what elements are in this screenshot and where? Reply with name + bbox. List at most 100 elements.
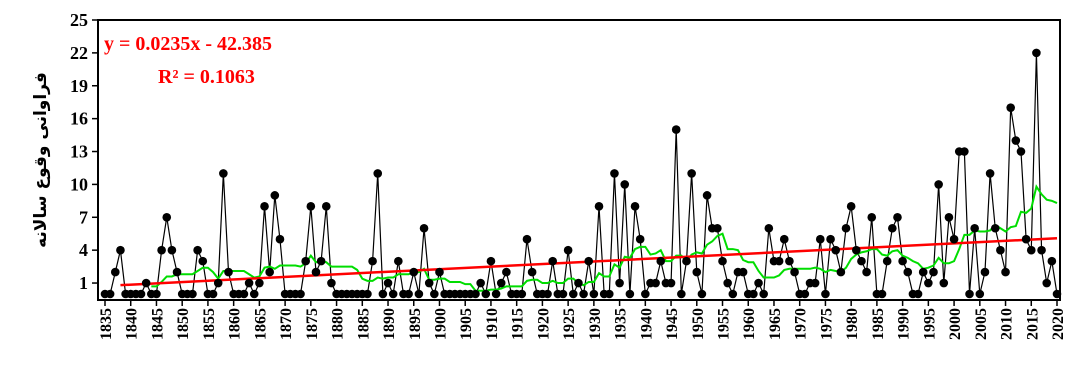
data-point: [939, 278, 949, 288]
data-point: [141, 278, 151, 288]
x-tick-label: 1880: [330, 308, 347, 340]
x-tick-label: 1840: [124, 308, 141, 340]
series-group: [100, 48, 1062, 299]
data-point: [275, 234, 285, 244]
data-point: [363, 289, 372, 299]
data-point: [193, 245, 202, 255]
x-tick-label: 1885: [355, 308, 372, 340]
data-point: [249, 289, 259, 299]
plot-area-frame: [97, 19, 1061, 301]
x-tick-label: 2005: [973, 308, 990, 340]
data-point: [394, 256, 403, 266]
y-tick-label: 16: [70, 109, 88, 129]
data-point: [697, 289, 707, 299]
x-tick-label: 1895: [407, 308, 424, 340]
data-point: [136, 289, 146, 299]
data-point: [862, 267, 871, 277]
x-tick-label: 1900: [432, 308, 449, 340]
data-point: [671, 125, 681, 134]
x-tick-label: 1920: [535, 308, 552, 340]
data-point: [924, 278, 933, 288]
data-point: [270, 191, 280, 200]
data-point: [152, 289, 161, 299]
data-point: [831, 245, 841, 255]
data-point: [414, 289, 424, 299]
data-point: [1037, 245, 1046, 255]
data-point: [265, 267, 274, 277]
data-point: [713, 223, 722, 233]
data-point: [162, 212, 172, 222]
x-tick-label: 1870: [278, 308, 295, 340]
x-tick-label: 1905: [458, 308, 475, 340]
data-point: [311, 267, 321, 277]
x-tick-label: 1995: [921, 308, 938, 340]
data-point: [934, 180, 943, 189]
data-point: [316, 256, 326, 266]
x-tick-label: 1955: [716, 308, 733, 340]
data-point: [594, 202, 604, 211]
data-point: [749, 289, 758, 299]
data-point: [321, 202, 331, 211]
data-point: [692, 267, 702, 277]
x-tick-label: 1890: [381, 308, 398, 340]
data-point: [306, 202, 316, 211]
data-point: [167, 245, 177, 255]
data-point: [105, 289, 115, 299]
data-point: [867, 212, 877, 222]
data-point: [574, 278, 583, 288]
data-point: [821, 289, 830, 299]
x-tick-label: 1950: [690, 308, 707, 340]
data-point: [702, 191, 712, 200]
data-point: [301, 256, 310, 266]
data-point: [213, 278, 223, 288]
x-tick-label: 1865: [252, 308, 269, 340]
x-tick-label: 1940: [638, 308, 655, 340]
data-point: [960, 147, 969, 156]
data-point: [1032, 48, 1041, 58]
x-tick-label: 1965: [767, 308, 784, 340]
r-squared-label: R² = 0.1063: [158, 66, 255, 88]
data-point: [985, 169, 995, 178]
data-point: [198, 256, 208, 266]
data-point: [430, 289, 439, 299]
data-point: [929, 267, 938, 277]
data-point: [188, 289, 197, 299]
data-point: [898, 256, 907, 266]
data-point: [975, 289, 985, 299]
data-point: [255, 278, 264, 288]
data-point: [1047, 256, 1057, 266]
data-point: [424, 278, 434, 288]
data-point: [800, 289, 810, 299]
data-point: [852, 245, 861, 255]
data-point: [517, 289, 527, 299]
data-point: [836, 267, 846, 277]
x-tick-label: 2010: [999, 308, 1016, 340]
data-point: [579, 289, 588, 299]
data-point: [615, 278, 624, 288]
data-point: [404, 289, 413, 299]
data-point: [522, 234, 532, 244]
y-tick-label: 25: [70, 10, 88, 30]
data-point: [625, 289, 635, 299]
y-tick-label: 10: [70, 174, 88, 194]
data-point: [610, 169, 619, 178]
data-point: [409, 267, 419, 277]
x-tick-label: 1930: [587, 308, 604, 340]
data-point: [903, 267, 913, 277]
data-point: [208, 289, 218, 299]
data-point: [882, 256, 892, 266]
data-point: [589, 289, 599, 299]
data-point: [419, 223, 429, 233]
data-point: [548, 256, 557, 266]
x-tick-label: 1960: [741, 308, 758, 340]
x-tick-label: 1990: [896, 308, 913, 340]
data-point: [810, 278, 820, 288]
data-point: [543, 289, 552, 299]
data-point: [826, 234, 835, 244]
y-tick-label: 7: [79, 207, 88, 227]
data-point: [491, 289, 501, 299]
data-point: [116, 245, 125, 255]
x-tick-label: 1835: [98, 308, 115, 340]
data-point: [558, 289, 568, 299]
